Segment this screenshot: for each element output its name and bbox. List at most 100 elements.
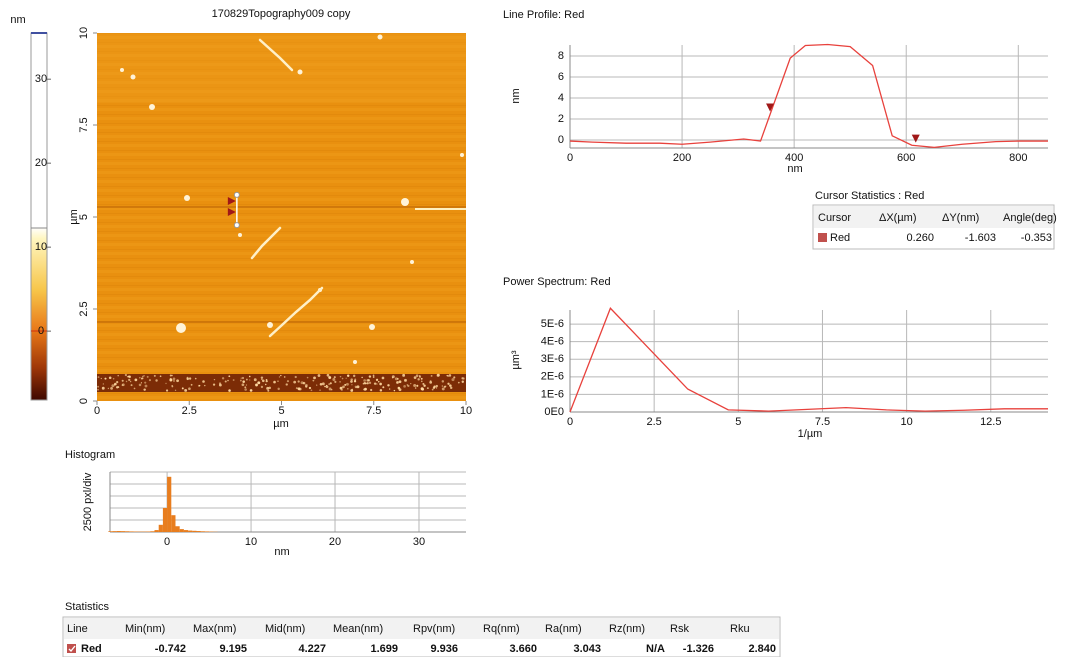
speckle (143, 375, 145, 377)
colorbar-tick-label: 30 (35, 73, 47, 85)
x-tick-label: 5 (735, 416, 741, 428)
speckle (116, 380, 119, 384)
speckle (328, 387, 332, 391)
speckle (273, 380, 276, 384)
cursor-marker (766, 103, 775, 112)
table-cell: N/A (646, 643, 665, 655)
speckle (346, 382, 349, 386)
colorbar-tick-label: 10 (35, 241, 47, 253)
speckle (372, 374, 375, 377)
cursor-marker (911, 134, 920, 143)
speckle (355, 386, 357, 389)
x-tick-label: 12.5 (980, 416, 1001, 428)
speckle (420, 380, 423, 383)
speckle (204, 384, 206, 387)
line-series (569, 43, 1048, 149)
speckle (453, 376, 456, 379)
speckle (101, 386, 105, 390)
column-header: Mean(nm) (333, 623, 383, 635)
speckle (319, 389, 321, 391)
column-header: Ra(nm) (545, 623, 582, 635)
y-tick-label: 3E-6 (541, 353, 564, 365)
x-axis-label: µm (273, 418, 289, 430)
speckle (404, 378, 408, 382)
speckle (121, 383, 125, 387)
speckle (350, 389, 354, 392)
speckle (370, 388, 373, 392)
speckle (344, 383, 347, 386)
column-header: ΔY(nm) (942, 212, 979, 224)
speckle (260, 385, 264, 389)
speckle (107, 387, 110, 390)
speckle (286, 380, 290, 383)
histogram-bar (167, 476, 172, 532)
y-axis-label: nm (510, 88, 522, 103)
y-tick-label: 4 (558, 92, 564, 104)
topography-image (97, 33, 466, 401)
speckle (140, 382, 143, 384)
speckle (255, 383, 258, 387)
cursor-table-header (814, 206, 1053, 228)
histogram-bar (108, 531, 113, 532)
speckle (239, 379, 242, 382)
speckle (125, 380, 128, 383)
x-tick-label: 30 (413, 536, 425, 548)
speckle (144, 384, 148, 388)
speckle (277, 387, 280, 391)
x-tick-label: 0 (164, 536, 170, 548)
speckle (396, 381, 399, 384)
speckle (171, 374, 173, 377)
speckle (326, 373, 330, 377)
colorbar-tick-label: 20 (35, 157, 47, 169)
colorbar-tick-label: 0 (38, 325, 44, 337)
speckle (347, 388, 349, 390)
speckle (181, 387, 184, 390)
speckle (104, 377, 107, 380)
speckle (388, 388, 391, 390)
column-header: Angle(deg) (1003, 212, 1057, 224)
speckle (194, 377, 197, 380)
speckle (420, 377, 423, 380)
speckle (441, 380, 445, 383)
speckle (153, 374, 156, 377)
speckle (278, 376, 281, 378)
table-cell: 9.195 (219, 643, 247, 655)
speckle (418, 374, 421, 377)
y-tick-label: 0 (558, 134, 564, 146)
speckle (435, 387, 438, 389)
speckle (280, 374, 282, 377)
table-cell: 3.043 (573, 643, 601, 655)
table-cell: -0.742 (155, 643, 186, 655)
speckle (373, 382, 377, 385)
x-tick-label: 2.5 (647, 416, 662, 428)
speckle (379, 382, 382, 386)
speckle (387, 384, 390, 387)
speckle (202, 380, 205, 383)
speckle (450, 386, 453, 390)
speckle (283, 376, 286, 378)
y-axis-label: µm³ (510, 350, 522, 370)
table-cell: -0.353 (1021, 232, 1052, 244)
speckle (363, 379, 366, 382)
speckle (267, 389, 270, 392)
x-tick-label: 200 (673, 152, 691, 164)
speckle (413, 383, 417, 387)
speckle (261, 379, 265, 383)
speckle (124, 373, 128, 377)
chart-title: Line Profile: Red (503, 9, 584, 21)
line-series (569, 307, 1048, 413)
line-checkbox[interactable] (67, 644, 76, 653)
column-header: Rz(nm) (609, 623, 645, 635)
speckle (138, 383, 142, 387)
speckle (232, 379, 235, 381)
speckle (377, 380, 380, 383)
speckle (228, 375, 231, 378)
speckle (117, 375, 119, 377)
table-cell: 9.936 (430, 643, 458, 655)
speckle (363, 388, 367, 391)
speckle (363, 381, 366, 385)
speckle (165, 389, 169, 392)
table-cell: 3.660 (509, 643, 537, 655)
y-axis-label: 2500 pxl/div (82, 472, 94, 531)
speckle (381, 376, 385, 380)
